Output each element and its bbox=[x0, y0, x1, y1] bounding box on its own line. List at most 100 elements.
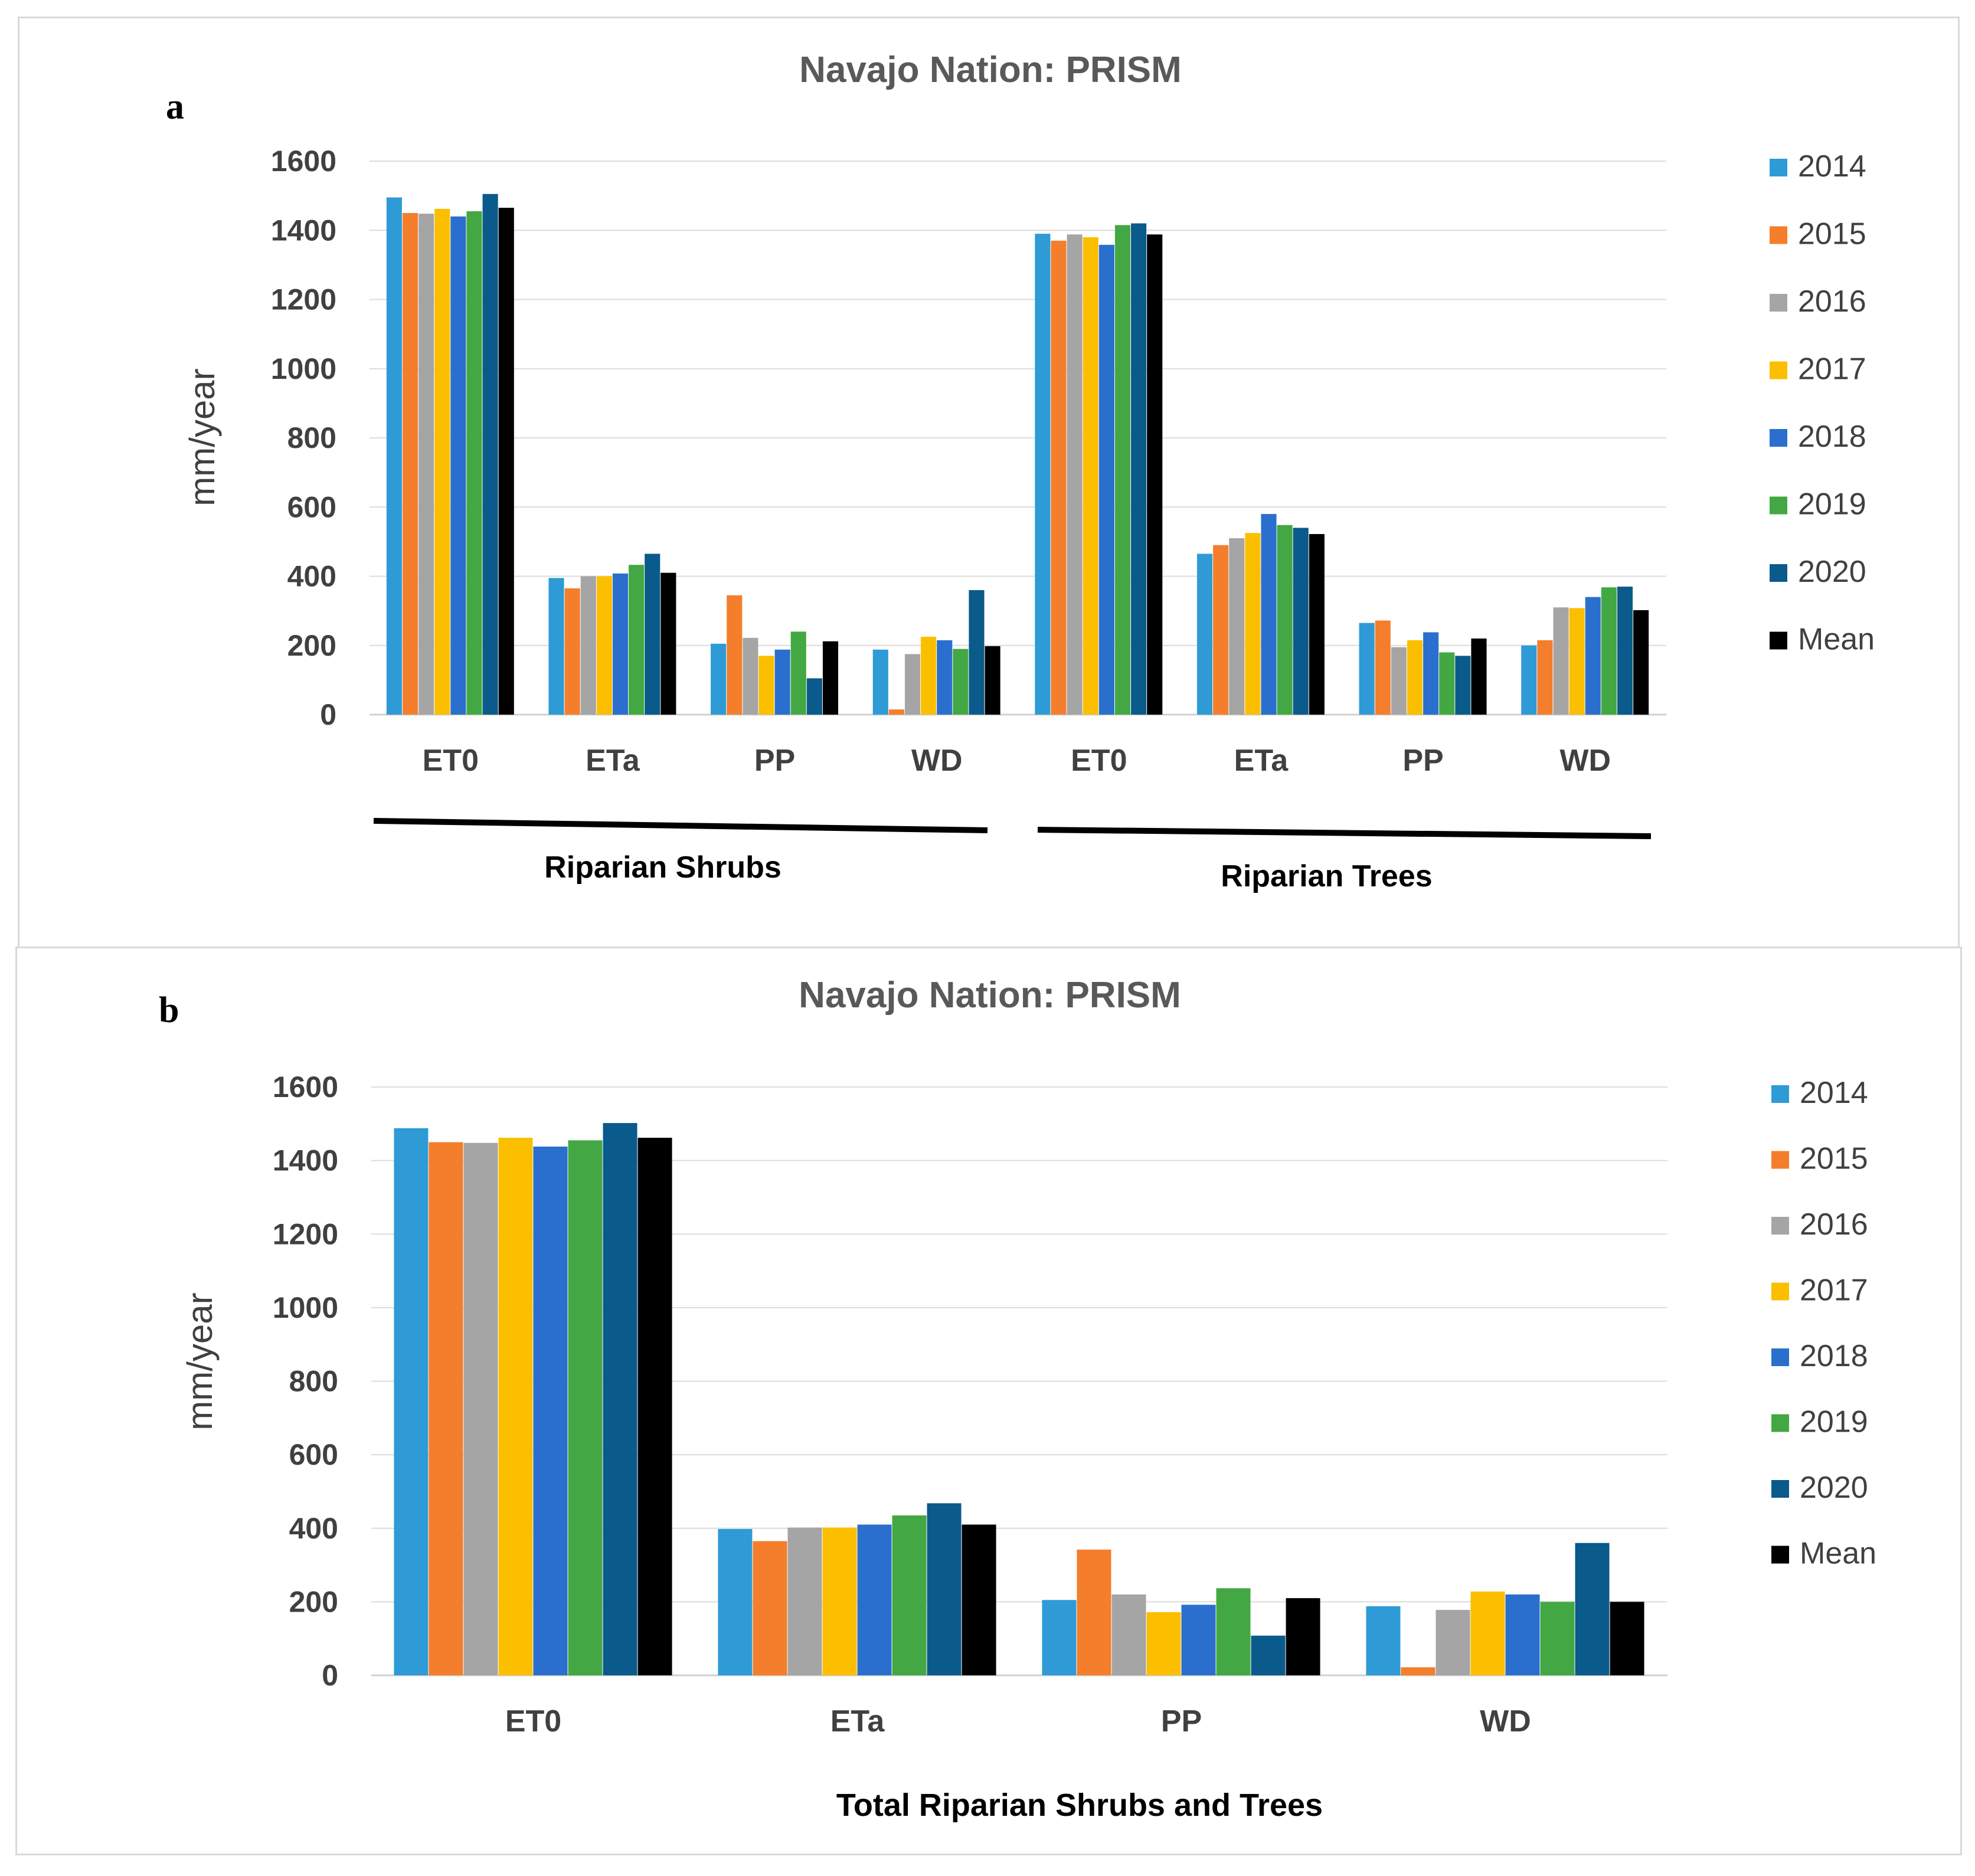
bar bbox=[1601, 587, 1617, 715]
bar bbox=[1114, 225, 1131, 715]
legend-entry: Mean bbox=[1800, 1537, 1876, 1571]
y-tick-label: 1200 bbox=[273, 1217, 338, 1250]
bar bbox=[787, 1527, 822, 1675]
legend-entry: 2020 bbox=[1800, 1471, 1868, 1505]
bar bbox=[548, 578, 564, 715]
x-category-label: WD bbox=[1480, 1704, 1531, 1739]
bar bbox=[580, 576, 596, 715]
x-category-label: PP bbox=[754, 744, 795, 778]
bar bbox=[758, 656, 774, 715]
x-category-label: ETa bbox=[1234, 744, 1289, 778]
y-tick-label: 1000 bbox=[271, 352, 336, 385]
y-tick-label: 1000 bbox=[273, 1291, 338, 1324]
bar bbox=[962, 1524, 996, 1675]
bar bbox=[743, 637, 758, 715]
legend-entry: 2016 bbox=[1798, 284, 1866, 319]
bar bbox=[872, 649, 888, 715]
bar bbox=[434, 208, 450, 715]
y-tick-label: 800 bbox=[287, 421, 336, 454]
legend-swatch bbox=[1771, 1480, 1789, 1498]
bar bbox=[1401, 1667, 1436, 1675]
bar bbox=[450, 216, 466, 715]
legend-entry: 2019 bbox=[1798, 487, 1866, 522]
bar bbox=[1407, 640, 1423, 715]
legend-entry: Mean bbox=[1798, 623, 1875, 657]
chart-title: Navajo Nation: PRISM bbox=[799, 975, 1181, 1016]
bar bbox=[1146, 1612, 1181, 1675]
bar bbox=[1213, 545, 1229, 715]
bar bbox=[629, 565, 645, 715]
x-category-label: PP bbox=[1402, 744, 1443, 778]
legend-swatch bbox=[1771, 1085, 1789, 1103]
bar bbox=[1610, 1602, 1644, 1675]
bar bbox=[1521, 645, 1537, 715]
legend-entry: 2020 bbox=[1798, 555, 1866, 589]
bar bbox=[1470, 1591, 1505, 1675]
legend-entry: 2017 bbox=[1798, 352, 1866, 387]
legend-entry: 2015 bbox=[1800, 1142, 1868, 1176]
legend-swatch bbox=[1770, 631, 1787, 650]
y-axis-label: mm/year bbox=[182, 368, 222, 506]
legend-swatch bbox=[1770, 159, 1787, 176]
bar bbox=[927, 1503, 962, 1675]
bar bbox=[1537, 640, 1553, 715]
bar bbox=[1035, 234, 1051, 715]
legend-swatch bbox=[1770, 361, 1787, 379]
legend-swatch bbox=[1770, 496, 1787, 515]
legend-entry: 2016 bbox=[1800, 1207, 1868, 1242]
bar bbox=[1569, 608, 1585, 715]
legend-entry: 2017 bbox=[1800, 1273, 1868, 1308]
x-axis-label: Total Riparian Shrubs and Trees bbox=[836, 1787, 1323, 1823]
y-tick-label: 1600 bbox=[273, 1070, 338, 1104]
bar bbox=[790, 631, 806, 715]
bar bbox=[1111, 1594, 1146, 1675]
legend-swatch bbox=[1771, 1414, 1789, 1432]
bar bbox=[892, 1515, 927, 1675]
bar bbox=[711, 643, 727, 715]
legend-swatch bbox=[1770, 226, 1787, 244]
bar bbox=[1051, 240, 1067, 715]
bar bbox=[822, 1527, 857, 1675]
legend-swatch bbox=[1771, 1151, 1789, 1169]
x-category-label: WD bbox=[911, 744, 963, 778]
y-tick-label: 0 bbox=[322, 1659, 338, 1692]
bar bbox=[1245, 533, 1261, 715]
legend-swatch bbox=[1771, 1282, 1789, 1301]
bar bbox=[463, 1142, 498, 1675]
bar bbox=[1147, 234, 1163, 715]
bar bbox=[1455, 656, 1471, 715]
bar bbox=[418, 214, 434, 715]
bar bbox=[1293, 528, 1309, 715]
bar bbox=[1391, 647, 1407, 715]
group-underline bbox=[1037, 827, 1652, 839]
x-category-label: PP bbox=[1161, 1704, 1202, 1739]
bar bbox=[1077, 1549, 1111, 1675]
bar bbox=[1229, 538, 1245, 715]
bar bbox=[904, 654, 921, 715]
bar bbox=[1505, 1594, 1540, 1675]
panel-letter: a bbox=[166, 87, 184, 127]
bar bbox=[806, 678, 822, 715]
bar bbox=[1286, 1598, 1320, 1675]
y-tick-label: 1600 bbox=[271, 145, 336, 178]
y-tick-label: 1200 bbox=[271, 283, 336, 316]
bar bbox=[1131, 223, 1147, 715]
bar bbox=[1439, 652, 1455, 715]
bar bbox=[568, 1140, 603, 1675]
x-category-label: ETa bbox=[830, 1704, 885, 1739]
legend-entry: 2018 bbox=[1798, 420, 1866, 454]
bar bbox=[937, 640, 953, 715]
bar bbox=[774, 649, 790, 715]
bar bbox=[612, 573, 629, 715]
x-category-label: ET0 bbox=[505, 1704, 561, 1739]
bar bbox=[660, 572, 676, 715]
y-axis-label: mm/year bbox=[180, 1292, 220, 1430]
bar bbox=[1251, 1635, 1286, 1675]
bar bbox=[1098, 244, 1114, 715]
x-category-label: ET0 bbox=[1071, 744, 1127, 778]
chart-a-svg: Navajo Nation: PRISM a 0 200 400 600 800 1000 12… bbox=[166, 50, 1875, 893]
y-tick-label: 1400 bbox=[271, 214, 336, 247]
bar bbox=[1196, 554, 1213, 715]
bar bbox=[953, 649, 969, 715]
bar bbox=[1277, 525, 1293, 715]
